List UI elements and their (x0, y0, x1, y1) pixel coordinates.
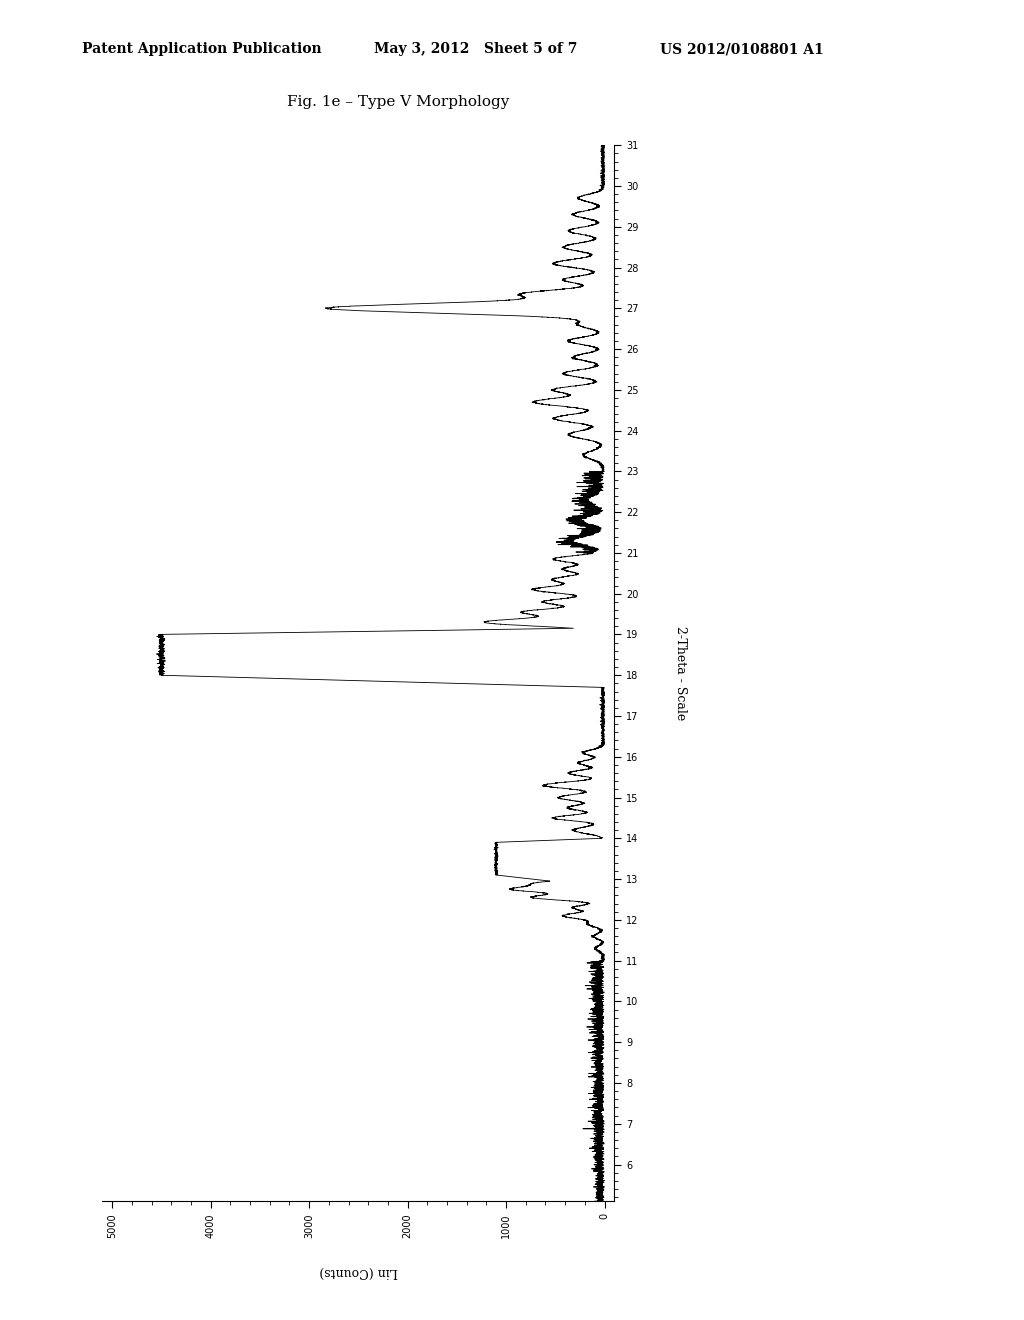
Text: US 2012/0108801 A1: US 2012/0108801 A1 (660, 42, 824, 57)
Text: Fig. 1e – Type V Morphology: Fig. 1e – Type V Morphology (287, 95, 509, 110)
X-axis label: Lin (Counts): Lin (Counts) (319, 1266, 397, 1278)
Text: May 3, 2012   Sheet 5 of 7: May 3, 2012 Sheet 5 of 7 (374, 42, 578, 57)
Text: Patent Application Publication: Patent Application Publication (82, 42, 322, 57)
Y-axis label: 2-Theta - Scale: 2-Theta - Scale (675, 626, 687, 721)
